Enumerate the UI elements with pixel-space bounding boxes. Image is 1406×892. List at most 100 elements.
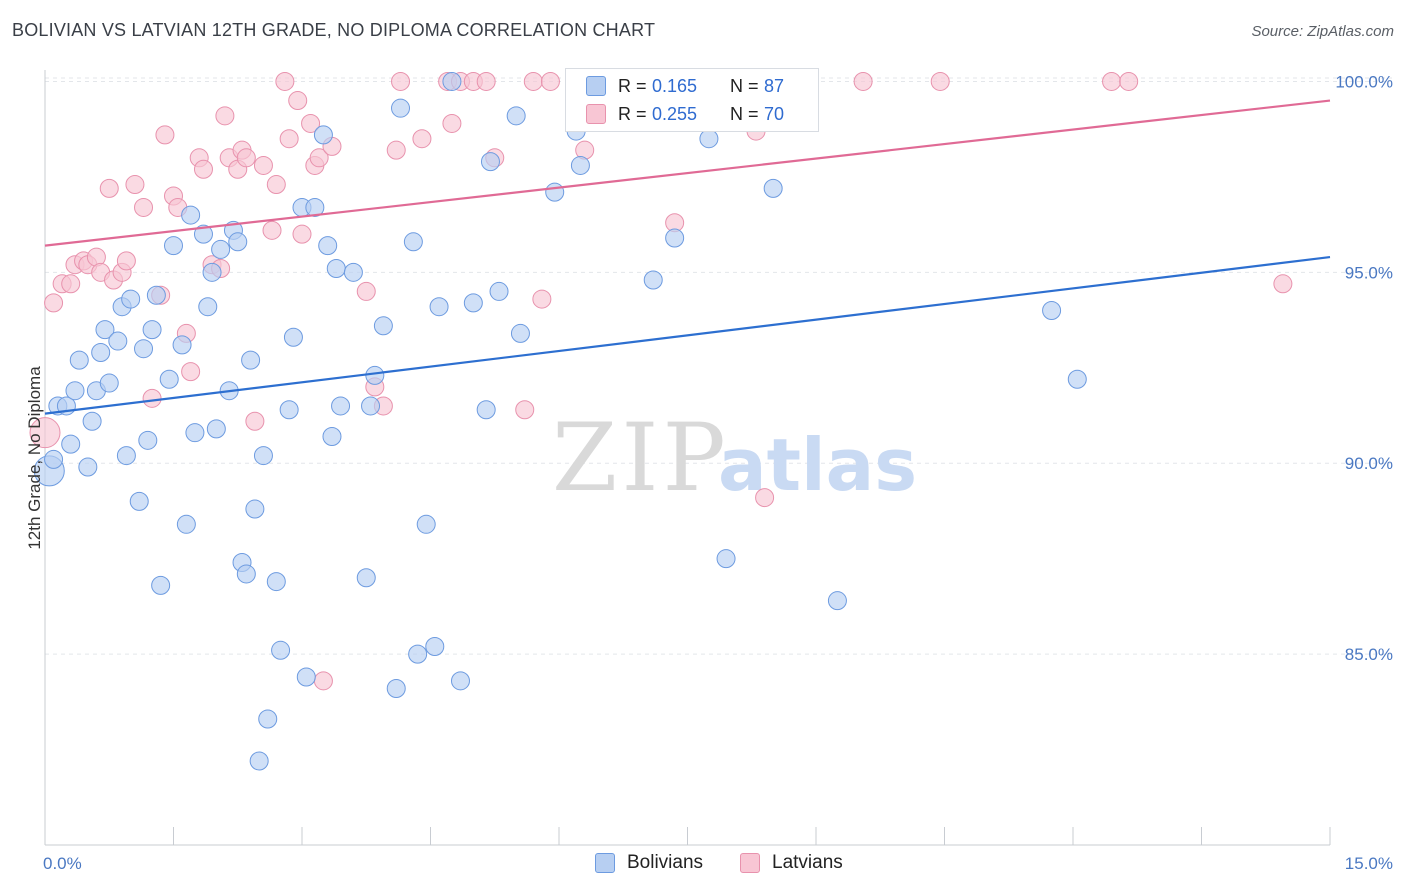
bolivian-point xyxy=(249,751,269,771)
y-tick-label: 100.0% xyxy=(1335,72,1393,91)
bolivian-point xyxy=(241,350,261,370)
latvian-point xyxy=(412,129,432,149)
bolivians-points xyxy=(33,71,1087,771)
x-tick-label-min: 0.0% xyxy=(43,854,82,873)
latvian-point-trend-line xyxy=(44,99,1331,247)
latvian-point xyxy=(515,400,535,420)
bolivian-point xyxy=(228,232,248,252)
bolivian-point xyxy=(138,430,158,450)
bolivian-point xyxy=(1042,301,1062,321)
latvian-point xyxy=(313,671,333,691)
bolivian-point xyxy=(65,381,85,401)
bolivian-point xyxy=(82,411,102,431)
latvian-point xyxy=(540,71,560,91)
bolivian-point xyxy=(99,373,119,393)
latvian-point xyxy=(253,155,273,175)
correlation-legend: R = 0.165 N = 87 R = 0.255 N = 70 xyxy=(565,68,819,132)
bolivian-point xyxy=(665,228,685,248)
bolivian-point xyxy=(425,636,445,656)
legend-n-label: N = xyxy=(730,75,759,96)
bolivian-point xyxy=(151,575,171,595)
bolivian-point xyxy=(343,262,363,282)
latvian-point xyxy=(134,197,154,217)
watermark-zip: ZIP xyxy=(552,404,730,513)
latvian-point xyxy=(142,388,162,408)
legend-r-value: 0.255 xyxy=(652,103,698,124)
legend-n-value: 87 xyxy=(764,75,785,96)
latvian-point xyxy=(532,289,552,309)
legend-item-latvians: Latvians xyxy=(740,852,843,874)
legend-row-bolivians: R = 0.165 N = 87 xyxy=(586,73,784,99)
latvian-point xyxy=(1102,71,1122,91)
bolivian-point xyxy=(570,155,590,175)
bolivian-point xyxy=(716,549,736,569)
bolivian-point xyxy=(356,568,376,588)
latvian-point xyxy=(236,148,256,168)
latvian-point xyxy=(309,148,329,168)
bolivian-point xyxy=(142,320,162,340)
bolivian-point xyxy=(108,331,128,351)
bolivian-point xyxy=(172,335,192,355)
latvian-point xyxy=(266,175,286,195)
bolivian-point xyxy=(134,339,154,359)
bolivian-point xyxy=(403,232,423,252)
bolivian-point xyxy=(442,71,462,91)
latvian-point xyxy=(386,140,406,160)
latvian-point xyxy=(442,113,462,133)
y-tick-label: 90.0% xyxy=(1345,454,1393,473)
legend-r-value: 0.165 xyxy=(652,75,698,96)
latvian-point xyxy=(245,411,265,431)
bolivian-point xyxy=(322,427,342,447)
bolivian-point xyxy=(408,644,428,664)
bolivian-point xyxy=(305,197,325,217)
latvian-point xyxy=(930,71,950,91)
legend-swatch-blue xyxy=(586,76,606,96)
y-tick-label: 95.0% xyxy=(1345,263,1393,282)
bolivian-point xyxy=(245,499,265,519)
bolivian-point xyxy=(331,396,351,416)
bolivian-point xyxy=(78,457,98,477)
bolivian-point xyxy=(545,182,565,202)
bolivian-point xyxy=(198,297,218,317)
trend-lines xyxy=(44,99,1331,415)
bolivian-point xyxy=(258,709,278,729)
bolivian-point xyxy=(176,514,196,534)
bolivian-point xyxy=(91,343,111,363)
legend-item-bolivians: Bolivians xyxy=(595,852,703,874)
latvian-point xyxy=(1273,274,1293,294)
latvian-point xyxy=(262,220,282,240)
latvian-point xyxy=(279,129,299,149)
latvian-point xyxy=(288,91,308,111)
bolivian-point xyxy=(480,152,500,172)
bolivian-point xyxy=(253,446,273,466)
bolivian-point xyxy=(463,293,483,313)
y-axis-label: 12th Grade, No Diploma xyxy=(25,366,44,550)
bolivian-point xyxy=(181,205,201,225)
latvian-point xyxy=(476,71,496,91)
latvian-point xyxy=(125,175,145,195)
bolivian-point xyxy=(296,667,316,687)
bolivian-point xyxy=(450,671,470,691)
bolivian-point xyxy=(69,350,89,370)
latvian-point xyxy=(356,281,376,301)
bolivian-point xyxy=(44,449,64,469)
bolivian-point xyxy=(391,98,411,118)
bolivian-point xyxy=(643,270,663,290)
bolivian-point xyxy=(193,224,213,244)
bolivian-point xyxy=(365,365,385,385)
tick-labels: 85.0% 90.0% 95.0% 100.0% 0.0% 15.0% xyxy=(43,72,1393,873)
latvian-point xyxy=(292,224,312,244)
latvian-point xyxy=(61,274,81,294)
latvian-point xyxy=(755,488,775,508)
bolivian-point xyxy=(361,396,381,416)
latvian-point xyxy=(44,293,64,313)
latvians-points xyxy=(29,71,1293,691)
bolivian-point xyxy=(61,434,81,454)
bolivian-point xyxy=(206,419,226,439)
bolivian-point xyxy=(271,640,291,660)
latvian-point xyxy=(181,362,201,382)
watermark-atlas: atlas xyxy=(718,423,917,507)
bolivian-point xyxy=(159,369,179,389)
latvian-point xyxy=(29,417,61,449)
source-label: Source: ZipAtlas.com xyxy=(1251,23,1394,40)
